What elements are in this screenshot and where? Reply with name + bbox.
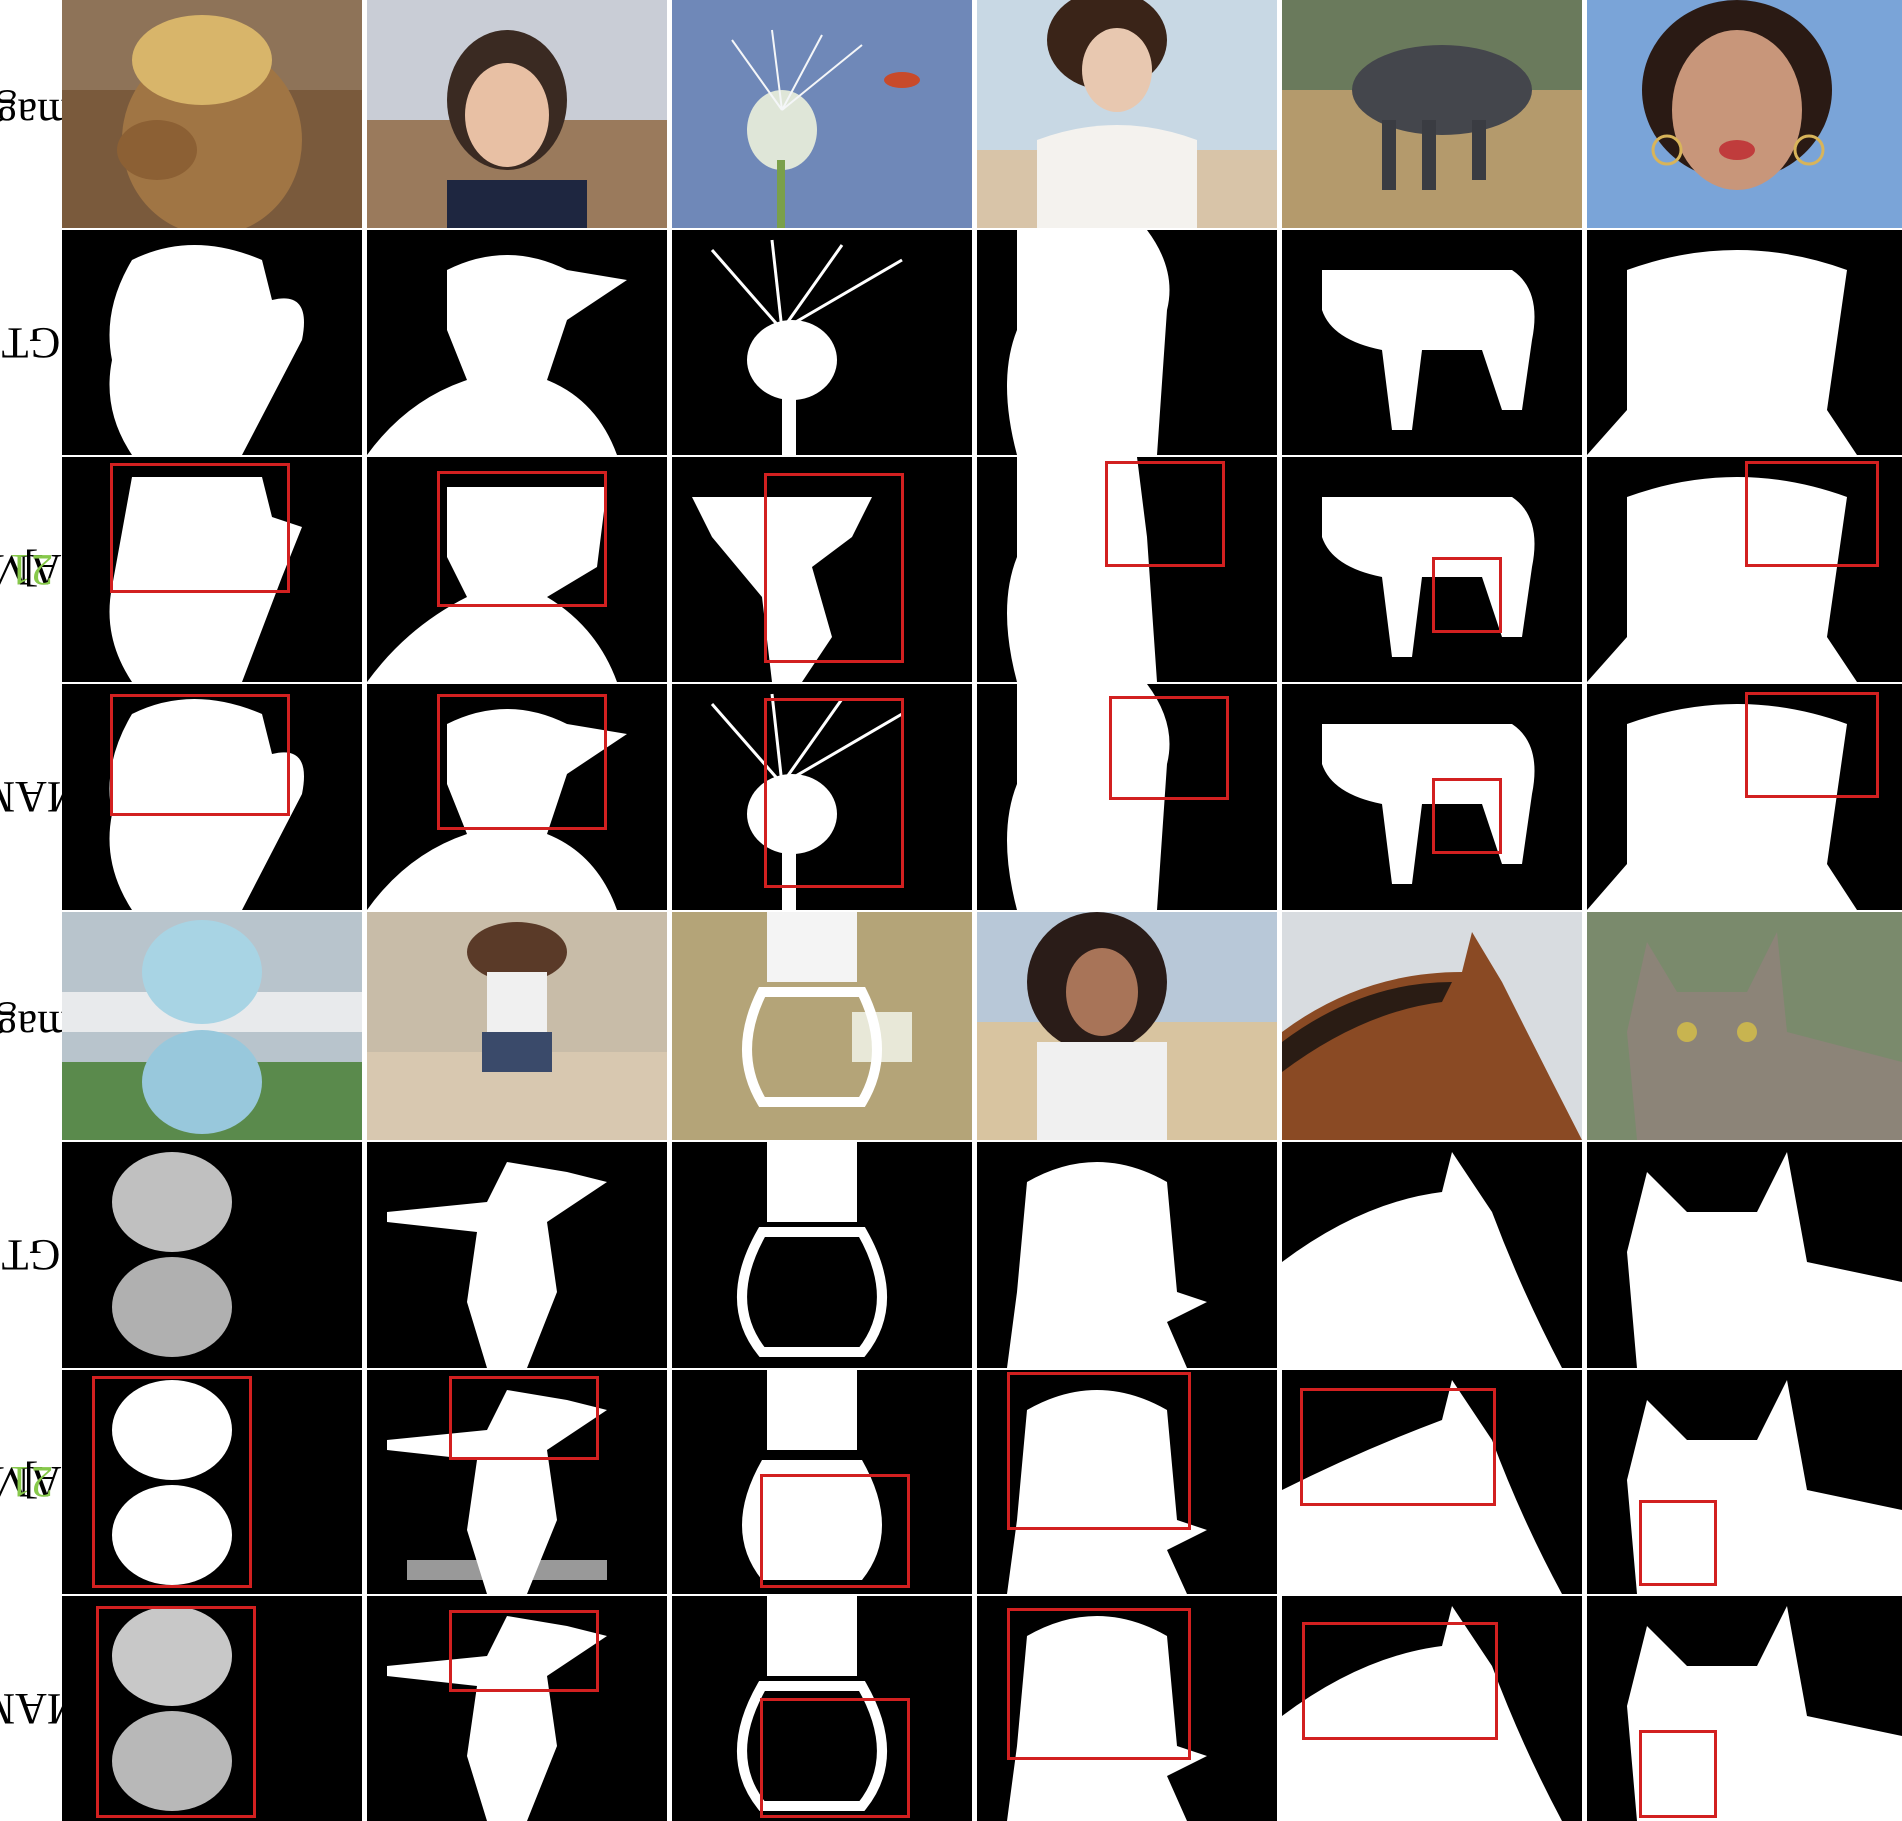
gt-mask-woman-white-dress xyxy=(977,230,1277,455)
sam-mask-jumping-girl xyxy=(367,1370,667,1594)
mam-mask-cat xyxy=(1587,1596,1902,1821)
highlight-box xyxy=(1007,1372,1191,1530)
row-image-bottom: Image xyxy=(0,912,1902,1140)
mam-mask-alpaca xyxy=(62,684,362,910)
gt-mask-smiling-girl xyxy=(977,1142,1277,1368)
gt-mask-horse xyxy=(1282,1142,1582,1368)
sam-mask-cat xyxy=(1587,1370,1902,1594)
sam-mask-alpaca xyxy=(62,457,362,682)
highlight-box xyxy=(764,698,904,888)
gt-mask-dandelion xyxy=(672,230,972,455)
highlight-box xyxy=(449,1376,599,1460)
image-alpaca xyxy=(62,0,362,228)
highlight-box xyxy=(449,1610,599,1692)
row-mam-top: MAM xyxy=(0,684,1902,910)
mam-mask-jumping-girl xyxy=(367,1596,667,1821)
mam-mask-dandelion xyxy=(672,684,972,910)
image-woman-hoop-earrings xyxy=(1587,0,1902,228)
row-sam-top: SAM[21] xyxy=(0,457,1902,682)
highlight-box xyxy=(1639,1500,1717,1586)
sam-mask-light-bulb xyxy=(672,1370,972,1594)
row-gt-bottom: GT xyxy=(0,1142,1902,1368)
image-woman-white-dress xyxy=(977,0,1277,228)
sam-mask-crystal-glass-ball xyxy=(62,1370,362,1594)
highlight-box xyxy=(1432,557,1502,633)
highlight-box xyxy=(760,1698,910,1818)
image-wildebeest xyxy=(1282,0,1582,228)
mam-mask-horse xyxy=(1282,1596,1582,1821)
mam-mask-woman-glasses xyxy=(367,684,667,910)
mam-mask-light-bulb xyxy=(672,1596,972,1821)
mam-mask-woman-hoop-earrings xyxy=(1587,684,1902,910)
sam-mask-woman-white-dress xyxy=(977,457,1277,682)
highlight-box xyxy=(1105,461,1225,567)
highlight-box xyxy=(110,694,290,816)
image-dandelion xyxy=(672,0,972,228)
row-label: SAM[21] xyxy=(0,545,87,594)
highlight-box xyxy=(1745,692,1879,798)
mam-mask-crystal-glass-ball xyxy=(62,1596,362,1821)
sam-mask-woman-glasses xyxy=(367,457,667,682)
mam-mask-woman-white-dress xyxy=(977,684,1277,910)
mam-mask-wildebeest xyxy=(1282,684,1582,910)
image-horse xyxy=(1282,912,1582,1140)
highlight-box xyxy=(110,463,290,593)
gt-mask-alpaca xyxy=(62,230,362,455)
sam-mask-smiling-girl xyxy=(977,1370,1277,1594)
row-gt-top: GT xyxy=(0,230,1902,455)
highlight-box xyxy=(760,1474,910,1588)
gt-mask-jumping-girl xyxy=(367,1142,667,1368)
gt-mask-light-bulb xyxy=(672,1142,972,1368)
image-crystal-glass-ball xyxy=(62,912,362,1140)
sam-mask-dandelion xyxy=(672,457,972,682)
image-cat xyxy=(1587,912,1902,1140)
highlight-box xyxy=(1109,696,1229,800)
gt-mask-cat xyxy=(1587,1142,1902,1368)
row-label: MAM xyxy=(0,1684,86,1733)
mam-mask-smiling-girl xyxy=(977,1596,1277,1821)
row-label: SAM[21] xyxy=(0,1457,87,1507)
highlight-box xyxy=(1007,1608,1191,1760)
highlight-box xyxy=(96,1606,256,1818)
sam-mask-woman-hoop-earrings xyxy=(1587,457,1902,682)
highlight-box xyxy=(1639,1730,1717,1818)
image-smiling-girl xyxy=(977,912,1277,1140)
image-jumping-girl xyxy=(367,912,667,1140)
row-label: Image xyxy=(0,1001,86,1051)
sam-mask-horse xyxy=(1282,1370,1582,1594)
row-label: GT xyxy=(1,318,61,367)
row-image-top: Image xyxy=(0,0,1902,228)
row-label: MAM xyxy=(0,772,86,822)
highlight-box xyxy=(1302,1622,1498,1740)
row-mam-bottom: MAM xyxy=(0,1596,1902,1821)
gt-mask-crystal-glass-ball xyxy=(62,1142,362,1368)
highlight-box xyxy=(437,471,607,607)
highlight-box xyxy=(1300,1388,1496,1506)
sam-mask-wildebeest xyxy=(1282,457,1582,682)
highlight-box xyxy=(1432,778,1502,854)
row-label: GT xyxy=(1,1230,61,1280)
image-light-bulb xyxy=(672,912,972,1140)
highlight-box xyxy=(437,694,607,830)
row-label: Image xyxy=(0,89,86,139)
row-sam-bottom: SAM[21] xyxy=(0,1370,1902,1594)
image-woman-glasses xyxy=(367,0,667,228)
highlight-box xyxy=(92,1376,252,1588)
gt-mask-woman-glasses xyxy=(367,230,667,455)
gt-mask-woman-hoop-earrings xyxy=(1587,230,1902,455)
gt-mask-wildebeest xyxy=(1282,230,1582,455)
highlight-box xyxy=(1745,461,1879,567)
highlight-box xyxy=(764,473,904,663)
